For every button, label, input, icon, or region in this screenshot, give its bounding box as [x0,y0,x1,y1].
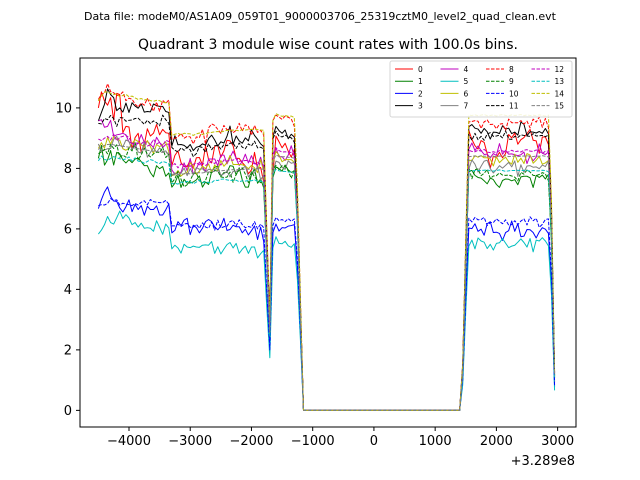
y-tick-label: 8 [64,162,72,177]
legend-label-3: 3 [418,102,423,111]
legend-label-10: 10 [509,89,519,98]
series-line-10 [98,198,556,411]
legend-label-13: 13 [555,77,565,86]
plot-area-frame [79,57,577,428]
y-tick-label: 2 [64,343,72,358]
series-line-12 [98,133,556,411]
x-tick-label: −4000 [107,434,151,449]
series-line-14 [97,91,556,411]
axes-group: −4000 −3000 −2000 −1000 0 1000 2000 3000 0 2 4 6 8 10 [55,101,574,449]
x-tick-label: 0 [370,434,378,449]
chart-suptitle: Data file: modeM0/AS1A09_059T01_90000037… [84,10,557,23]
series-line-13 [97,155,556,411]
series-line-7 [97,135,556,411]
legend-label-2: 2 [418,89,423,98]
x-axis-offset-label: +3.289e8 [511,454,575,469]
legend-label-15: 15 [555,102,565,111]
legend-box [389,60,573,118]
series-line-2 [97,186,556,411]
x-tick-label: 1000 [419,434,452,449]
x-tick-label: −3000 [168,434,212,449]
legend-label-7: 7 [464,102,469,111]
legend-label-8: 8 [509,65,514,74]
x-tick-label: 2000 [480,434,513,449]
x-tick-label: −2000 [229,434,273,449]
legend-label-4: 4 [464,65,469,74]
legend-label-1: 1 [418,77,423,86]
series-line-1 [97,144,556,411]
series-line-8 [97,83,556,411]
legend-label-12: 12 [555,65,565,74]
y-tick-label: 10 [55,101,72,116]
series-line-15 [98,143,556,411]
series-line-4 [98,119,556,411]
x-tick-label: 3000 [541,434,574,449]
series-line-11 [98,114,556,411]
legend-label-9: 9 [509,77,514,86]
series-line-5 [97,210,556,411]
legend-label-11: 11 [509,102,519,111]
legend-label-6: 6 [464,89,469,98]
x-tick-label: −1000 [291,434,335,449]
y-tick-label: 6 [64,222,72,237]
series-line-0 [97,91,556,411]
plot-series-group [97,83,556,411]
series-line-3 [97,88,556,411]
y-tick-label: 4 [64,283,72,298]
legend-label-0: 0 [418,65,423,74]
chart-title: Quadrant 3 module wise count rates with … [138,37,518,53]
legend-label-5: 5 [464,77,469,86]
series-line-9 [98,142,556,411]
series-line-6 [97,136,556,411]
legend-label-14: 14 [555,89,565,98]
y-tick-label: 0 [64,404,72,419]
